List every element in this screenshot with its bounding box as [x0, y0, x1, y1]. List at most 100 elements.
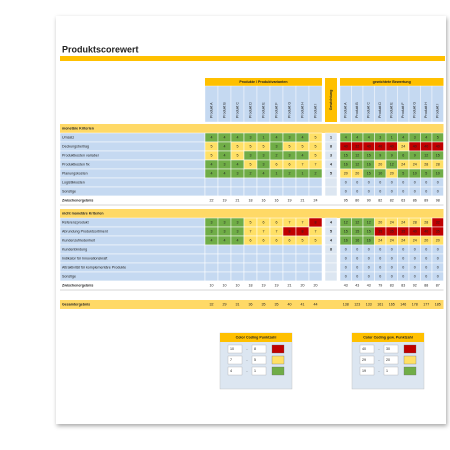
weighted-score: 24	[413, 162, 417, 166]
weighted-score: 0	[425, 180, 427, 184]
weighted-score: 20	[378, 220, 382, 224]
score: 20	[301, 283, 305, 287]
weighted-score: 16	[355, 238, 359, 242]
weighted-score: 0	[356, 189, 358, 193]
score: 2	[276, 153, 278, 157]
score: 3	[237, 229, 239, 233]
row-label: Logistikkosten	[62, 180, 85, 184]
score: 4	[237, 135, 239, 139]
range-to: 1	[254, 369, 256, 373]
row-label: Deckungsbeitrag	[62, 144, 89, 148]
weighted-score: 0	[402, 189, 404, 193]
weighted-score: 0	[437, 189, 439, 193]
weighted-score: 0	[379, 180, 381, 184]
product-name: Produkt D	[378, 102, 382, 118]
weighted-score: 0	[345, 274, 347, 278]
score: 7	[250, 229, 252, 233]
weighted-score: 89	[424, 198, 428, 202]
weighted-score: 0	[345, 180, 347, 184]
score: 24	[314, 198, 318, 202]
score: 19	[288, 198, 292, 202]
weighted-score: 87	[436, 283, 440, 287]
weighted-score: 12	[424, 153, 428, 157]
weighted-score: 0	[414, 265, 416, 269]
weighted-score: 28	[424, 162, 428, 166]
section-header	[60, 124, 444, 133]
weighted-score: 35	[401, 229, 405, 233]
product-name: Produkt H	[300, 102, 304, 118]
score-cell	[204, 244, 219, 255]
row-label-cell	[59, 271, 206, 282]
weighted-score: 90	[367, 198, 371, 202]
weighted-score: 0	[368, 265, 370, 269]
row-label: Gesamtergebnis	[62, 302, 90, 306]
score: 18	[249, 198, 253, 202]
weighted-score: 40	[436, 144, 440, 148]
weighted-score: 88	[424, 283, 428, 287]
score: 10	[210, 283, 214, 287]
weighted-score: 40	[413, 229, 417, 233]
range-cell	[227, 355, 243, 365]
weighted-score: 0	[379, 265, 381, 269]
weighted-score: 12	[355, 220, 359, 224]
score: 4	[302, 135, 304, 139]
weighted-score: 32	[436, 220, 440, 224]
weighted-score: 0	[437, 274, 439, 278]
score: 5	[302, 238, 304, 242]
product-name: Produkt C	[367, 102, 371, 118]
range-from: 29	[362, 358, 366, 362]
weighted-score: 0	[345, 189, 347, 193]
score-cell	[256, 271, 271, 282]
weighted-score: 82	[378, 198, 382, 202]
score-cell	[269, 253, 284, 264]
range-cell	[383, 344, 399, 354]
score: 5	[211, 153, 213, 157]
score-cell	[282, 177, 297, 188]
score-cell	[269, 177, 284, 188]
score-cell	[269, 262, 284, 273]
score: 5	[289, 144, 291, 148]
score: 3	[263, 153, 265, 157]
weighted-score: 20	[436, 238, 440, 242]
score: 19	[262, 283, 266, 287]
total-weighted: 177	[423, 302, 429, 306]
score: 19	[275, 283, 279, 287]
product-name: Produkt F	[274, 102, 278, 118]
score: 3	[289, 135, 291, 139]
score: 4	[237, 162, 239, 166]
score-cell	[230, 177, 245, 188]
product-name: Produkt H	[424, 102, 428, 118]
weighted-score: 5	[437, 135, 439, 139]
score: 18	[249, 283, 253, 287]
weighted-score: 0	[368, 256, 370, 260]
score-cell	[269, 244, 284, 255]
legend-header	[220, 333, 292, 342]
weighted-score: 0	[391, 274, 393, 278]
product-name: Produkt I	[313, 104, 317, 118]
range-swatch	[403, 344, 417, 354]
score-cell	[295, 186, 310, 197]
weighted-score: 24	[378, 238, 382, 242]
total-weighted: 165	[389, 302, 395, 306]
weighted-score: 4	[356, 135, 358, 139]
score: 16	[262, 198, 266, 202]
score-cell	[243, 262, 258, 273]
score-cell	[243, 177, 258, 188]
total-weighted: 146	[400, 302, 406, 306]
range-to: 20	[386, 358, 390, 362]
score-cell	[230, 244, 245, 255]
score: 2	[289, 171, 291, 175]
weighted-score: 20	[390, 171, 394, 175]
weighted-score: 0	[345, 265, 347, 269]
weighted-score: 20	[424, 238, 428, 242]
product-name: Produkt G	[413, 102, 417, 118]
row-label: Planungskosten	[62, 171, 88, 175]
weight: 5	[330, 171, 332, 175]
section-title: monetäre Kriterien	[62, 126, 94, 130]
range-sep: -	[246, 347, 248, 351]
row-label: Umsatz	[62, 135, 74, 139]
weighted-score: 0	[402, 180, 404, 184]
weighted-score: 12	[344, 220, 348, 224]
score: 4	[211, 162, 213, 166]
weighted-score: 0	[356, 247, 358, 251]
